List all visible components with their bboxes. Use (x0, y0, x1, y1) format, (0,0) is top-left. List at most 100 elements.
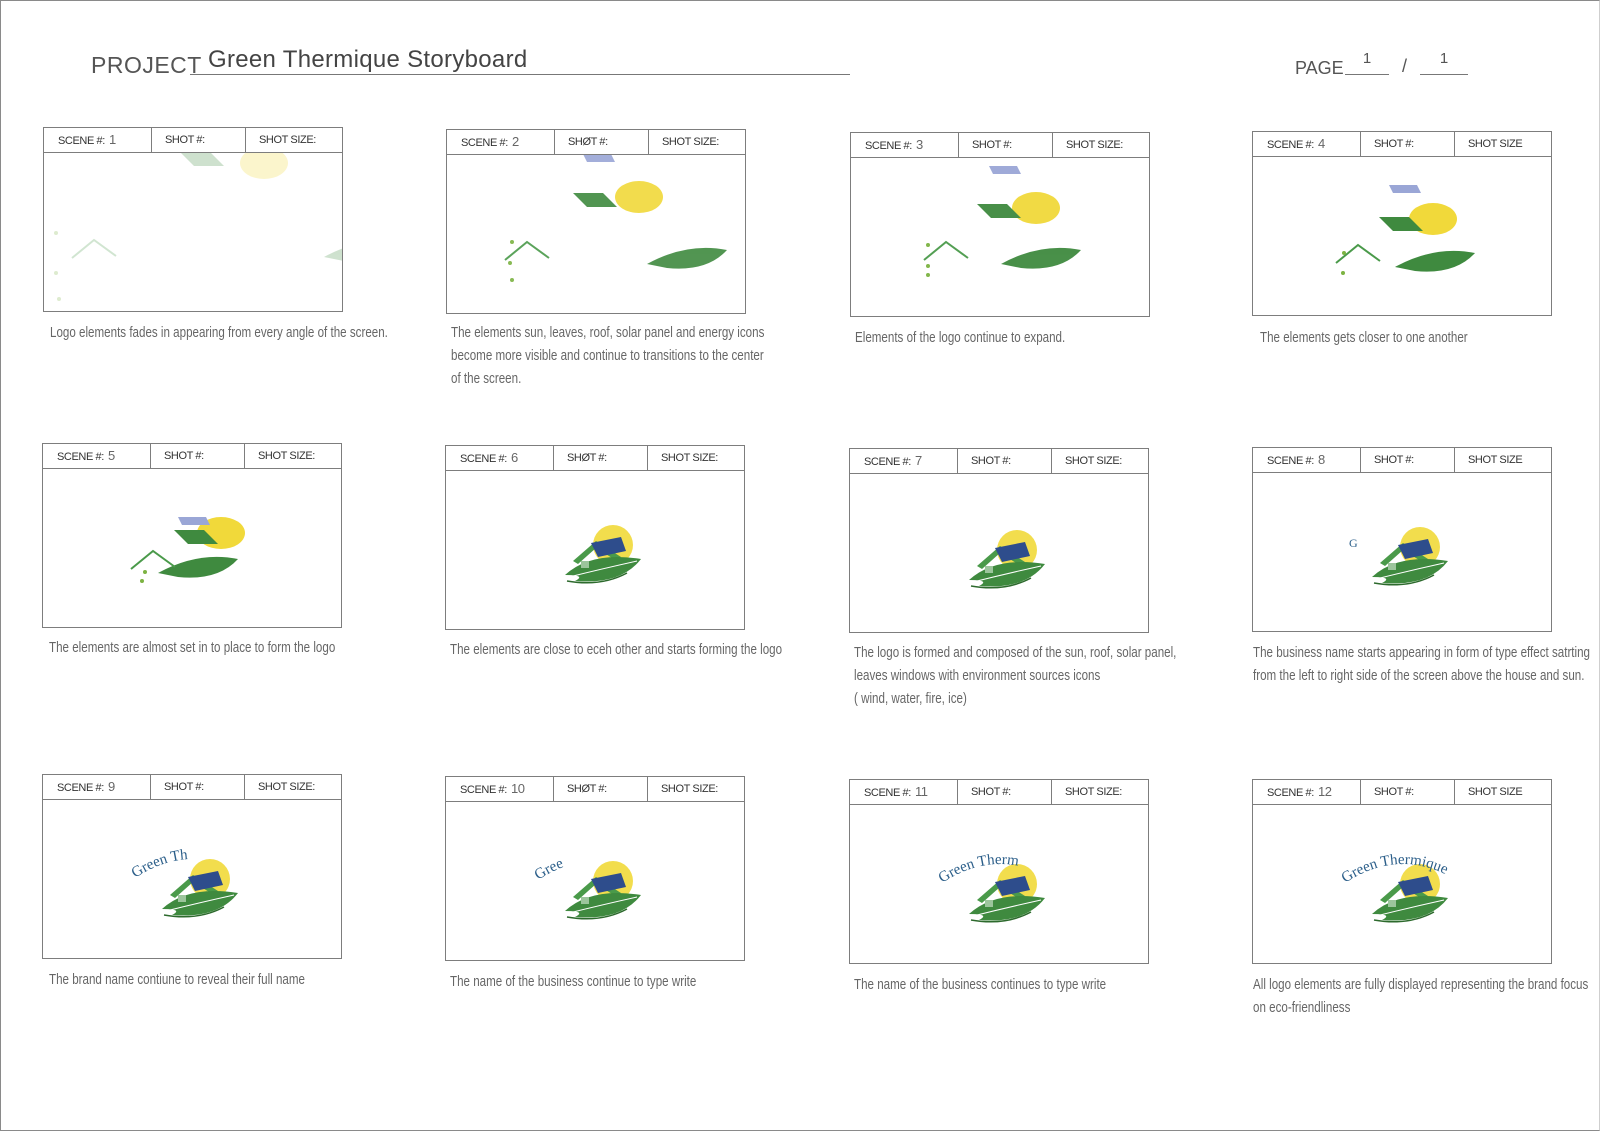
frame-caption: The elements are almost set in to place … (49, 637, 335, 660)
energy-icon (54, 271, 58, 275)
logo-illustration: Green Therm (936, 852, 1045, 923)
leaf-vein (1375, 899, 1445, 917)
window-icon (985, 900, 993, 907)
energy-icon (54, 231, 58, 235)
scene-label: SCENE #: (460, 784, 507, 796)
storyboard-frame-8: SCENE #: 8 SHOT #: SHOT SIZE G (1252, 447, 1552, 632)
shot-field: SHOT #: (151, 775, 245, 799)
caption-line: become more visible and continue to tran… (451, 348, 764, 364)
frame-illustration: Green Therm (850, 805, 1148, 963)
scene-number: 11 (914, 784, 928, 799)
scene-label: SCENE #: (58, 135, 105, 147)
storyboard-frame-1: SCENE #: 1 SHOT #: SHOT SIZE: (43, 127, 343, 312)
scene-label: SCENE #: (460, 453, 507, 465)
frame-header: SCENE #: 10 SHØT #: SHOT SIZE: (446, 777, 744, 802)
roof-shape (71, 238, 117, 259)
window-icon (178, 895, 186, 902)
frame-header: SCENE #: 6 SHØT #: SHOT SIZE: (446, 446, 744, 471)
frame-illustration (43, 469, 341, 627)
scene-label: SCENE #: (57, 451, 104, 463)
frame-header: SCENE #: 3 SHOT #: SHOT SIZE: (851, 133, 1149, 158)
scene-label: SCENE #: (1267, 787, 1314, 799)
swoosh-shape (566, 908, 628, 920)
frame-header: SCENE #: 11 SHOT #: SHOT SIZE: (850, 780, 1148, 805)
scene-number: 1 (108, 132, 116, 147)
solar-panel-shape (977, 204, 1021, 218)
shot-field: SHOT #: (152, 128, 246, 152)
shot-field: SHOT #: (959, 133, 1053, 157)
frame-illustration (446, 471, 744, 629)
energy-icon (140, 579, 144, 583)
caption-line: The elements sun, leaves, roof, solar pa… (451, 325, 765, 341)
frame-caption: The business name starts appearing in fo… (1253, 642, 1591, 688)
solar-panel-shape (1398, 539, 1433, 559)
scene-field: SCENE #: 8 (1253, 448, 1361, 472)
scene-field: SCENE #: 12 (1253, 780, 1361, 804)
logo-illustration: G (1349, 527, 1448, 586)
scene-number: 12 (1317, 784, 1332, 799)
frame-illustration: G (1253, 473, 1551, 631)
scene-field: SCENE #: 2 (447, 130, 555, 154)
scene-number: 4 (1317, 136, 1325, 151)
scene-number: 7 (914, 453, 922, 468)
leaf-shape (158, 556, 238, 578)
frame-illustration: Green Th (43, 800, 341, 958)
logo-illustration (565, 525, 641, 584)
panel-tile-shape (1389, 185, 1421, 193)
logo-illustration (130, 517, 245, 583)
scene-field: SCENE #: 6 (446, 446, 554, 470)
shot-field: SHØT #: (554, 777, 648, 801)
swoosh-shape (1373, 911, 1435, 923)
shot-field: SHOT #: (1361, 132, 1455, 156)
scene-field: SCENE #: 9 (43, 775, 151, 799)
panel-tile-shape (178, 517, 210, 525)
caption-line: The brand name contiune to reveal their … (49, 972, 305, 988)
leaf-vein (165, 894, 235, 912)
window-icon (1388, 900, 1396, 907)
shot-field: SHOT #: (151, 444, 245, 468)
leaf-vein (568, 896, 638, 914)
leaf-vein (1375, 562, 1445, 580)
logo-mark (565, 861, 641, 920)
solar-panel-shape (1379, 217, 1423, 231)
leaf-shape (647, 247, 727, 269)
logo-illustration (969, 530, 1045, 589)
shot-size-field: SHOT SIZE: (258, 781, 315, 793)
logo-illustration: Gree (532, 855, 641, 920)
shot-size-field: SHOT SIZE (1468, 786, 1523, 798)
shot-size-field: SHOT SIZE: (661, 452, 718, 464)
window-icon (581, 897, 589, 904)
frame-caption: Elements of the logo continue to expand. (855, 327, 1095, 350)
page-total-underline (1420, 74, 1468, 75)
frame-header: SCENE #: 4 SHOT #: SHOT SIZE (1253, 132, 1551, 157)
frame-illustration: Green Thermique (1253, 805, 1551, 963)
storyboard-frame-4: SCENE #: 4 SHOT #: SHOT SIZE (1252, 131, 1552, 316)
caption-line: The logo is formed and composed of the s… (854, 645, 1177, 661)
shot-size-field: SHOT SIZE: (1065, 786, 1122, 798)
logo-illustration (504, 155, 727, 282)
frame-caption: The elements are close to eceh other and… (450, 639, 782, 662)
shot-size-field: SHOT SIZE: (259, 134, 316, 146)
swoosh-shape (970, 911, 1032, 923)
logo-illustration (1335, 185, 1475, 275)
project-title: Green Thermique Storyboard (208, 46, 528, 73)
storyboard-frame-2: SCENE #: 2 SHØT #: SHOT SIZE: (446, 129, 746, 314)
frame-caption: The elements gets closer to one another (1260, 327, 1500, 350)
logo-illustration: Green Th (129, 847, 238, 918)
solar-panel-shape (174, 530, 218, 544)
page-separator: / (1402, 56, 1408, 76)
caption-line: The elements gets closer to one another (1260, 330, 1468, 346)
caption-line: The business name starts appearing in fo… (1253, 645, 1591, 661)
logo-mark (565, 525, 641, 584)
scene-label: SCENE #: (864, 787, 911, 799)
leaf-vein (972, 565, 1042, 583)
panel-tile-shape (989, 166, 1021, 174)
energy-icon (143, 570, 147, 574)
energy-icon (1341, 271, 1345, 275)
shot-field: SHOT #: (1361, 780, 1455, 804)
page-current-underline (1345, 74, 1389, 75)
frame-header: SCENE #: 8 SHOT #: SHOT SIZE (1253, 448, 1551, 473)
shot-size-field: SHOT SIZE (1468, 138, 1523, 150)
roof-shape (130, 549, 176, 570)
window-icon (1388, 563, 1396, 570)
